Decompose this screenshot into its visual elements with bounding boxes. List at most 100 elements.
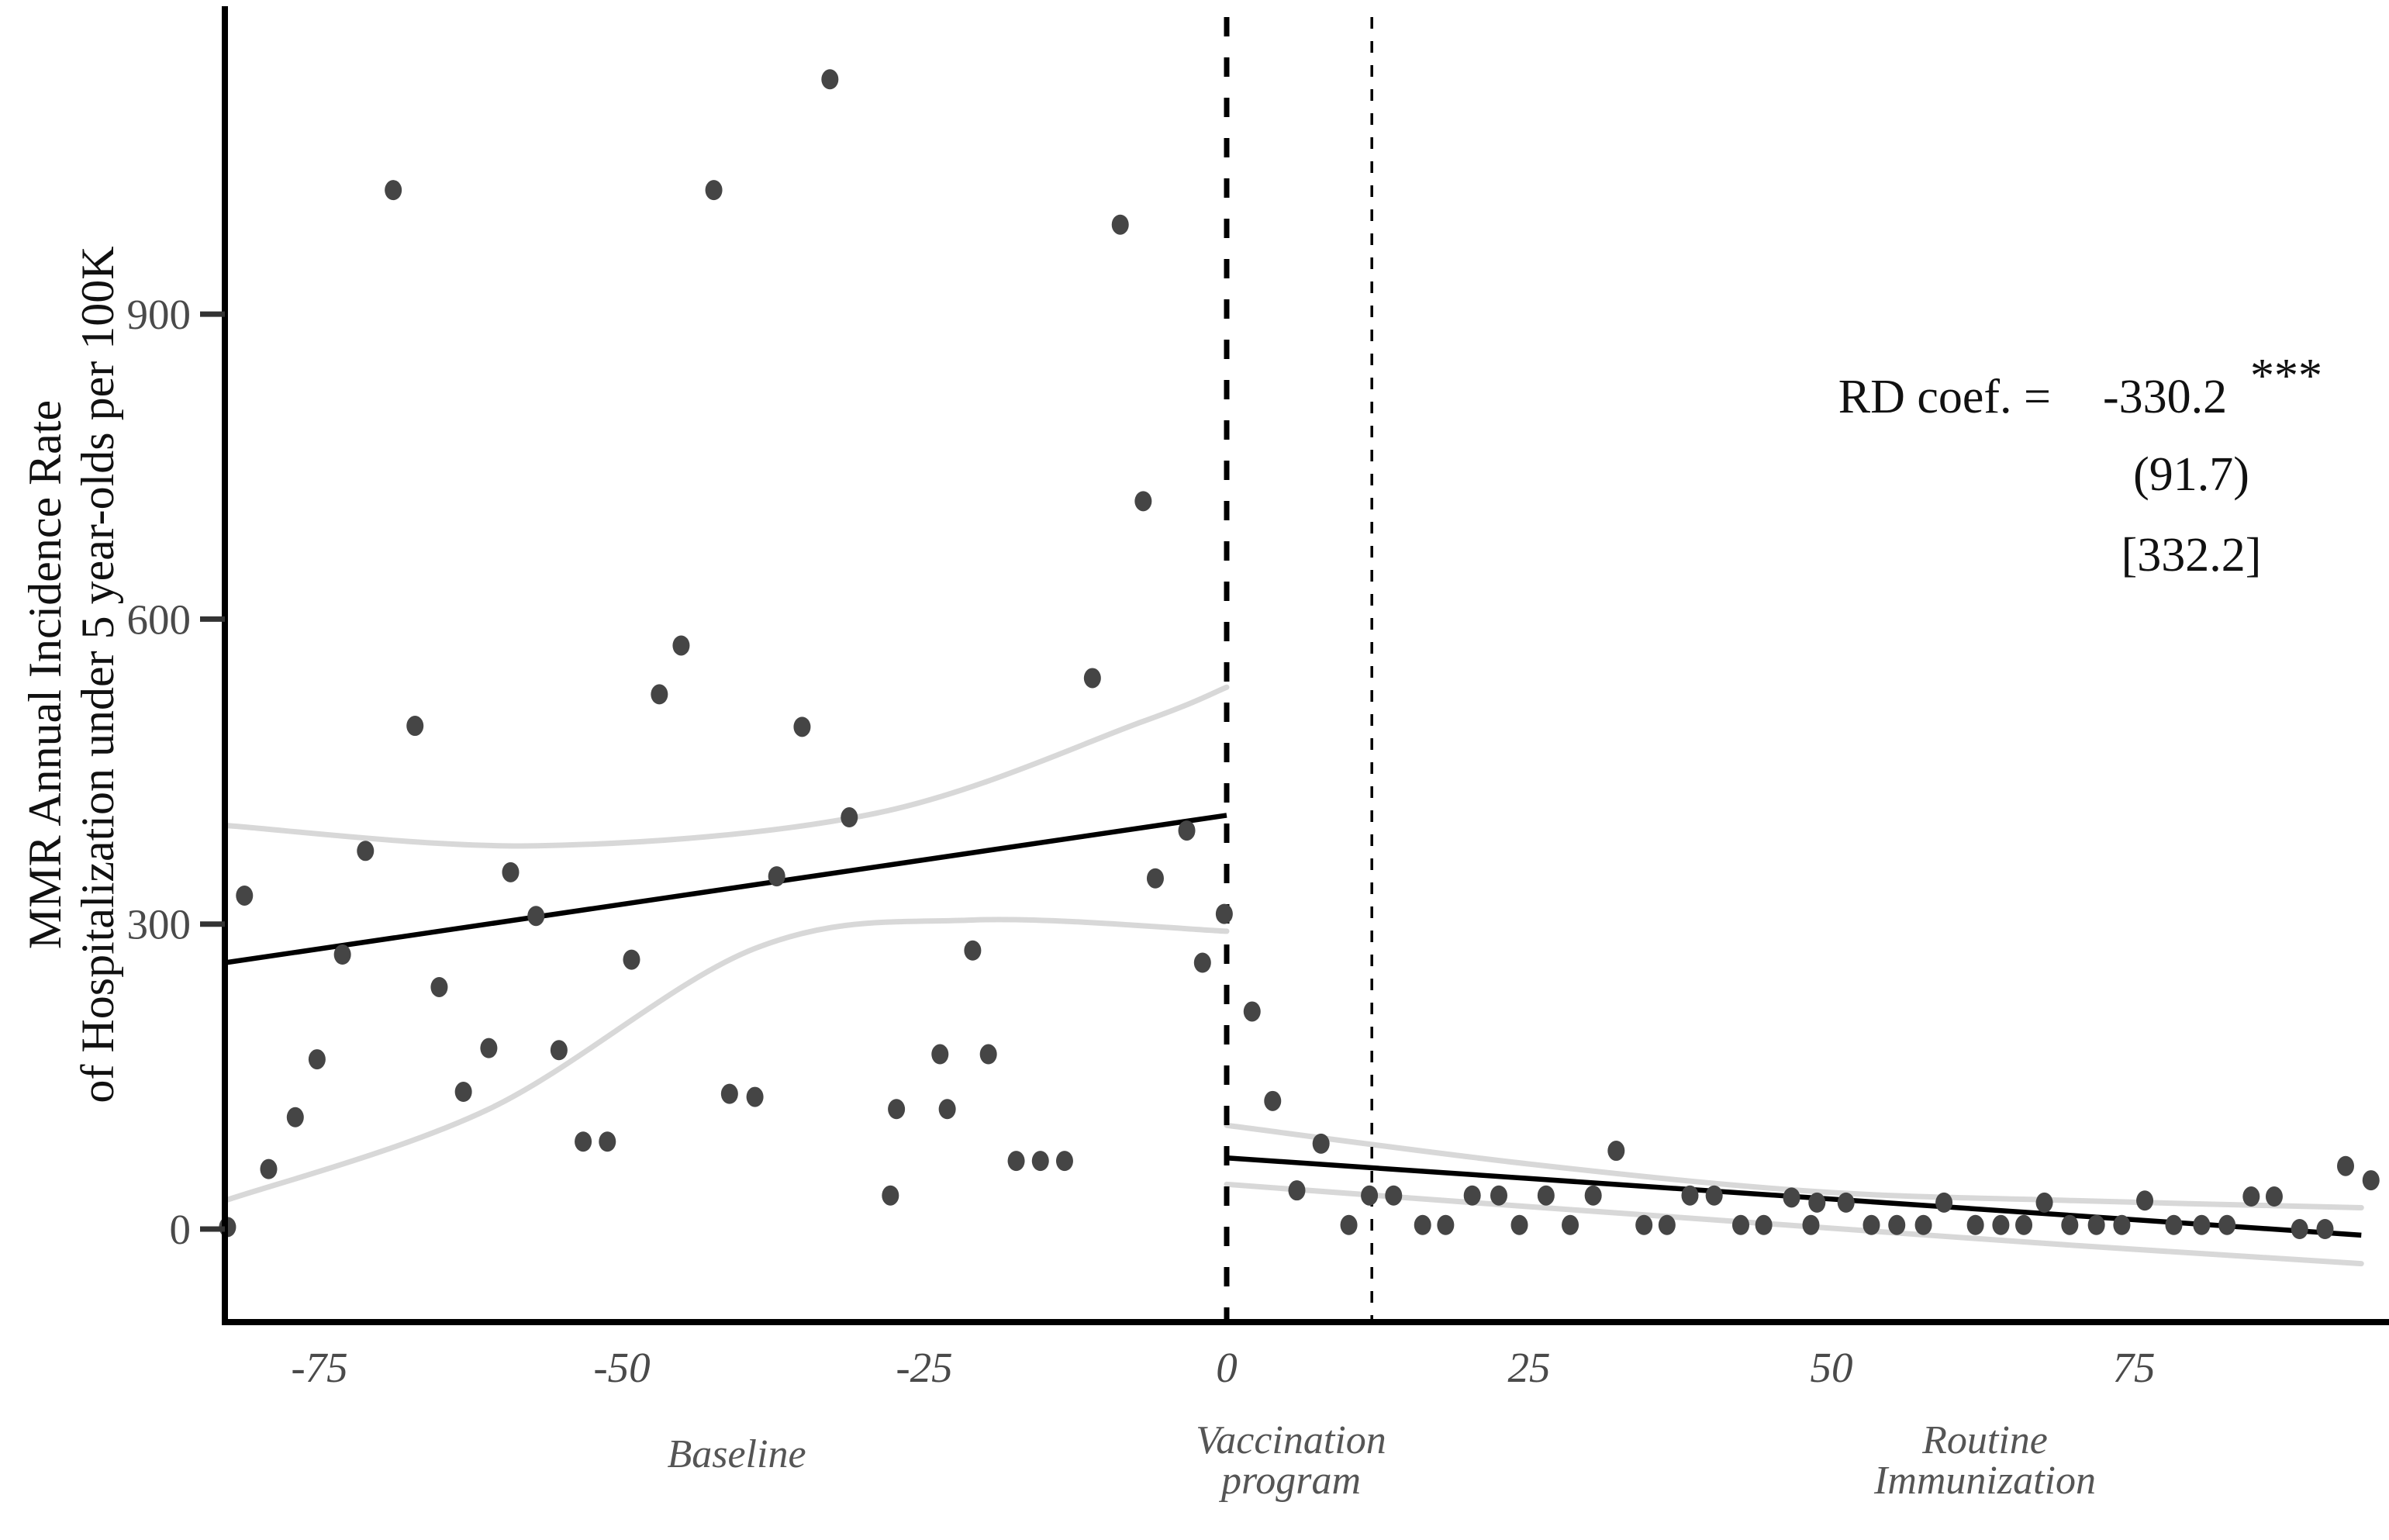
phase-label-routine-line2: Immunization xyxy=(1873,1459,2096,1503)
data-point xyxy=(1134,491,1152,512)
data-point xyxy=(286,1107,304,1127)
confidence-band-layer xyxy=(222,684,2364,1267)
data-point xyxy=(1935,1192,1953,1213)
rd-coef-bandwidth: [332.2] xyxy=(2121,529,2262,582)
data-point xyxy=(746,1086,764,1107)
x-tick-label: 25 xyxy=(1508,1344,1551,1391)
ci-curve-baseline-ci-upper xyxy=(222,684,1230,849)
data-point xyxy=(454,1082,472,1103)
data-point xyxy=(1992,1214,2010,1235)
data-point xyxy=(1808,1192,1826,1213)
data-point xyxy=(1288,1180,1306,1201)
data-point xyxy=(1111,214,1129,235)
data-point xyxy=(1635,1214,1653,1235)
data-point xyxy=(406,716,424,737)
data-point xyxy=(1705,1185,1723,1206)
data-point xyxy=(385,180,402,201)
data-point xyxy=(1837,1192,1855,1213)
data-point xyxy=(1414,1214,1431,1235)
data-point xyxy=(2113,1214,2131,1235)
data-point xyxy=(2316,1219,2334,1239)
rd-coef-std-error: (91.7) xyxy=(2133,448,2249,501)
ci-curve-post-program-ci-upper xyxy=(1224,1122,2364,1210)
y-axis-title-line1: MMR Annual Incidence Rate xyxy=(19,400,71,949)
data-point xyxy=(1490,1185,1507,1206)
data-point xyxy=(333,944,351,965)
data-point xyxy=(1264,1090,1282,1111)
data-point xyxy=(1083,668,1101,689)
y-tick-label: 0 xyxy=(170,1206,192,1253)
data-point xyxy=(2015,1214,2033,1235)
ci-curve-baseline-ci-lower xyxy=(222,917,1230,1203)
data-point xyxy=(2242,1186,2260,1207)
data-point xyxy=(1607,1141,1625,1162)
data-point xyxy=(1802,1214,1820,1235)
data-point xyxy=(480,1038,498,1058)
data-point xyxy=(1914,1214,1932,1235)
data-point xyxy=(2136,1190,2154,1211)
scatter-points-layer xyxy=(219,69,2380,1239)
data-point xyxy=(236,885,254,906)
data-point xyxy=(1312,1133,1330,1154)
data-point xyxy=(964,940,982,961)
data-point xyxy=(1510,1214,1528,1235)
data-point xyxy=(1361,1185,1379,1206)
data-point xyxy=(979,1044,997,1065)
data-point xyxy=(2193,1214,2211,1235)
data-point xyxy=(821,69,839,90)
data-point xyxy=(1863,1214,1880,1235)
data-point xyxy=(2061,1214,2079,1235)
x-tick-label: -50 xyxy=(593,1344,650,1391)
phase-label-baseline: Baseline xyxy=(667,1432,806,1476)
y-tick-label: 900 xyxy=(127,291,192,338)
data-point xyxy=(1243,1001,1261,1022)
cutoff-lines-layer xyxy=(1224,17,1373,1322)
data-point xyxy=(1055,1151,1073,1172)
data-point xyxy=(2035,1192,2053,1213)
data-point xyxy=(1755,1214,1773,1235)
data-point xyxy=(527,906,545,927)
data-point xyxy=(599,1131,616,1152)
data-point xyxy=(1732,1214,1749,1235)
data-point xyxy=(430,976,448,997)
rd-coef-label: RD coef. = xyxy=(1838,371,2051,423)
data-point xyxy=(2362,1170,2380,1191)
x-tick-label: 75 xyxy=(2113,1344,2156,1391)
data-point xyxy=(938,1099,956,1120)
regression-lines-layer xyxy=(224,813,2362,1238)
data-point xyxy=(2265,1186,2283,1207)
x-tick-label: -75 xyxy=(291,1344,347,1391)
data-point xyxy=(1215,903,1233,924)
y-tick-label: 600 xyxy=(127,596,192,643)
data-point xyxy=(1681,1185,1699,1206)
data-point xyxy=(2337,1155,2354,1176)
x-tick-label: -25 xyxy=(896,1344,952,1391)
data-point xyxy=(1007,1151,1025,1172)
data-point xyxy=(623,949,640,970)
data-point xyxy=(1537,1185,1555,1206)
data-point xyxy=(1584,1185,1602,1206)
data-point xyxy=(1385,1185,1403,1206)
y-tick-label: 300 xyxy=(127,901,192,948)
data-point xyxy=(1966,1214,1984,1235)
x-tick-label: 0 xyxy=(1216,1344,1238,1391)
data-point xyxy=(1146,868,1164,889)
data-point xyxy=(2218,1214,2236,1235)
data-point xyxy=(720,1083,738,1104)
y-axis-title-line2: of Hospitalization under 5 year-olds per… xyxy=(72,246,123,1103)
data-point xyxy=(705,180,723,201)
data-point xyxy=(888,1099,906,1120)
data-point xyxy=(1437,1214,1455,1235)
phase-label-routine-line1: Routine xyxy=(1921,1418,2048,1462)
data-point xyxy=(502,862,520,882)
tick-labels-layer: 0 300 600 900 -75 -50 -25 0 25 50 75 xyxy=(127,291,2156,1391)
data-point xyxy=(2087,1214,2105,1235)
data-point xyxy=(1340,1214,1358,1235)
data-point xyxy=(931,1044,949,1065)
rd-coef-value: -330.2 xyxy=(2103,371,2227,423)
data-point xyxy=(1193,952,1211,973)
rd-coef-significance-stars: *** xyxy=(2250,350,2322,402)
data-point xyxy=(575,1131,592,1152)
data-point xyxy=(1562,1214,1579,1235)
